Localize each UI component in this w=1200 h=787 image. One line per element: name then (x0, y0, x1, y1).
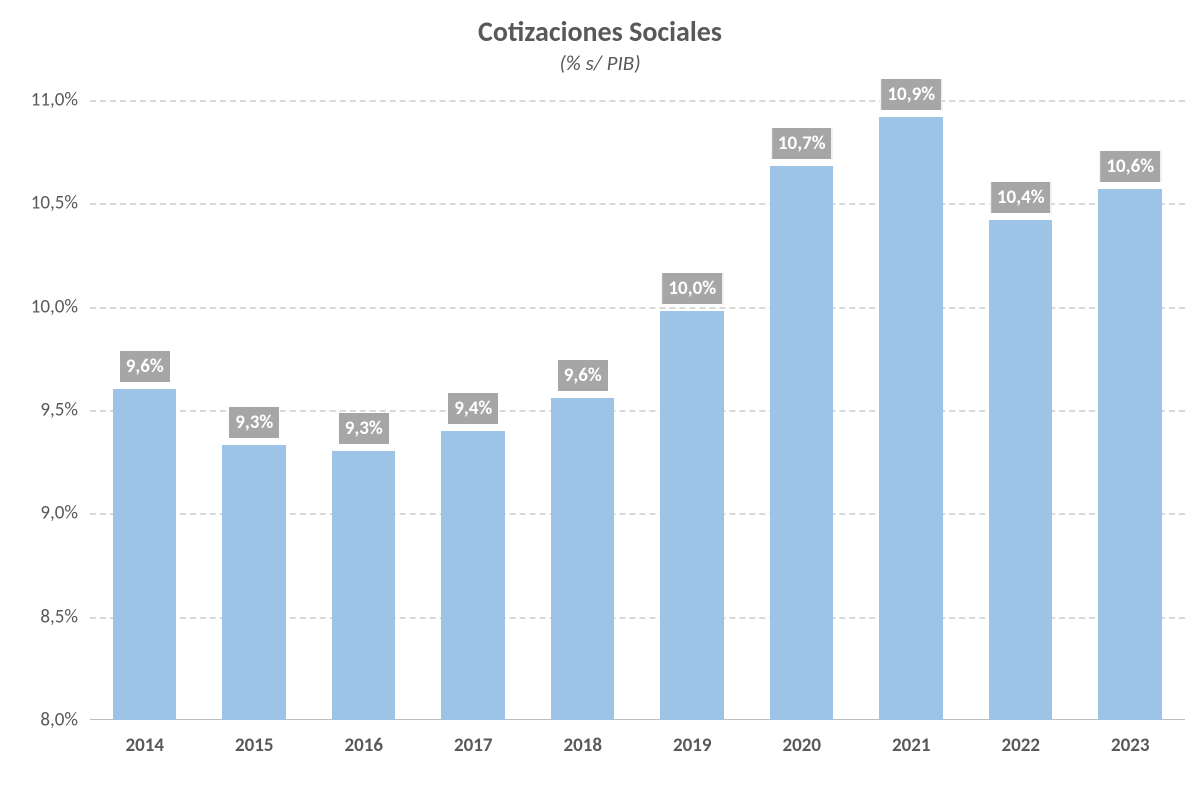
bar (1098, 189, 1162, 720)
x-axis-label: 2018 (563, 734, 602, 757)
x-axis-label: 2014 (125, 734, 164, 757)
y-axis-label: 8,5% (8, 605, 78, 628)
x-axis-label: 2023 (1111, 734, 1150, 757)
bar (332, 451, 396, 720)
gridline (90, 100, 1185, 102)
value-label: 10,0% (661, 272, 723, 305)
x-axis-label: 2016 (344, 734, 383, 757)
chart-container: Cotizaciones Sociales (% s/ PIB) 8,0%8,5… (0, 0, 1200, 787)
bar (551, 398, 615, 720)
x-axis-label: 2021 (892, 734, 931, 757)
bar (989, 220, 1053, 720)
value-label: 9,4% (447, 392, 499, 425)
y-axis-label: 8,0% (8, 709, 78, 732)
chart-title: Cotizaciones Sociales (0, 14, 1200, 49)
x-axis-label: 2019 (673, 734, 712, 757)
x-axis-label: 2022 (1001, 734, 1040, 757)
bar (770, 166, 834, 720)
bar (441, 431, 505, 720)
bar (879, 117, 943, 720)
x-axis-label: 2015 (235, 734, 274, 757)
bar (222, 445, 286, 720)
y-axis-label: 9,5% (8, 399, 78, 422)
value-label: 9,6% (557, 359, 609, 392)
bar (113, 389, 177, 720)
y-axis-label: 9,0% (8, 502, 78, 525)
value-label: 9,3% (338, 412, 390, 445)
y-axis-label: 10,5% (8, 192, 78, 215)
value-label: 9,3% (228, 406, 280, 439)
bar (660, 311, 724, 720)
y-axis-label: 10,0% (8, 295, 78, 318)
value-label: 10,4% (990, 181, 1052, 214)
plot-area: 8,0%8,5%9,0%9,5%10,0%10,5%11,0%9,6%20149… (90, 100, 1185, 720)
y-axis-label: 11,0% (8, 89, 78, 112)
value-label: 10,6% (1099, 150, 1161, 183)
value-label: 9,6% (119, 350, 171, 383)
value-label: 10,7% (771, 127, 833, 160)
x-axis-label: 2020 (782, 734, 821, 757)
x-axis-label: 2017 (454, 734, 493, 757)
chart-subtitle: (% s/ PIB) (0, 50, 1200, 76)
value-label: 10,9% (880, 78, 942, 111)
